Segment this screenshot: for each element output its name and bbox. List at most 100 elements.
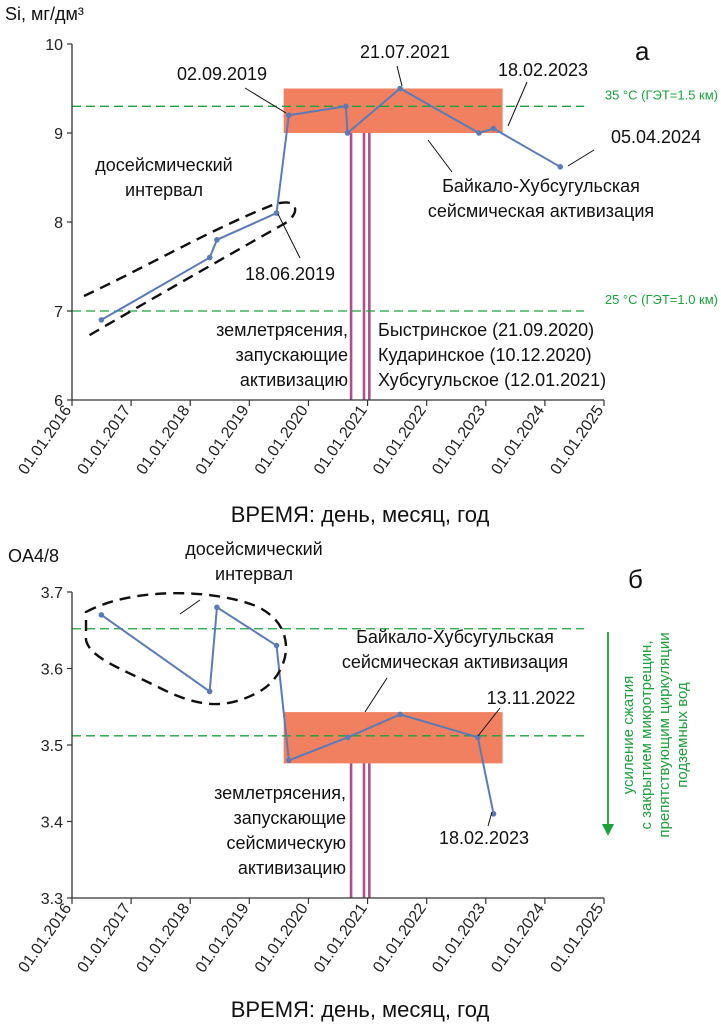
y-tick-label: 3.7 (41, 585, 63, 602)
y-tick-label: 8 (54, 215, 63, 232)
compression-note-line: усиление сжатия (620, 676, 637, 795)
data-point (397, 85, 403, 92)
preseismic-label: интервал (125, 180, 203, 200)
earthquake-name: Быстринское (21.09.2020) (378, 320, 594, 340)
annotation-date: 05.04.2024 (611, 127, 701, 147)
preseismic-label: досейсмический (95, 155, 232, 175)
earthquakes-label: запускающие (236, 345, 348, 365)
earthquakes-label: активизацию (240, 370, 348, 390)
leader-line (487, 811, 493, 827)
x-tick-label: 01.01.2022 (370, 900, 430, 975)
threshold-lines (72, 628, 584, 737)
threshold-label: 35 °C (ГЭТ=1.5 км) (605, 87, 718, 102)
series-line (98, 85, 564, 323)
annotation-date: 18.02.2023 (439, 828, 529, 848)
leader-line (507, 81, 528, 127)
activation-label: сейсмическая активизация (428, 201, 654, 221)
earthquake-name: Кударинское (10.12.2020) (378, 345, 592, 365)
y-tick-label: 9 (54, 126, 63, 143)
y-tick-label: 3.5 (41, 738, 63, 755)
x-tick-label: 01.01.2021 (311, 402, 371, 477)
compression-note: усиление сжатия с закрытием микротрещин,… (620, 632, 691, 837)
y-ticks: 6 7 8 9 10 (45, 37, 72, 410)
data-point (490, 125, 497, 132)
data-point (206, 688, 213, 695)
earthquakes-label: активизацию (238, 858, 346, 878)
earthquake-lines (349, 763, 371, 898)
compression-note-line: с закрытием микротрещин, (638, 641, 655, 830)
earthquake-lines (349, 133, 371, 400)
x-tick-label: 01.01.2024 (488, 402, 548, 477)
x-tick-label: 01.01.2016 (15, 900, 75, 975)
data-point (98, 612, 105, 618)
earthquakes-label: запускающие (234, 808, 346, 828)
earthquake-name: Хубсугульское (12.01.2021) (378, 370, 606, 390)
preseismic-ellipse (83, 201, 297, 338)
data-point (397, 711, 403, 718)
data-point (286, 757, 292, 764)
panel-a: 35 °C (ГЭТ=1.5 км) 25 °C (ГЭТ=1.0 км) 6 7 8… (5, 4, 718, 527)
data-point (476, 130, 482, 136)
x-tick-label: 01.01.2023 (429, 402, 489, 477)
x-tick-label: 01.01.2020 (252, 900, 312, 975)
leader-line (567, 149, 595, 167)
x-tick-label: 01.01.2021 (311, 900, 371, 975)
annotation-date: 18.02.2023 (498, 60, 588, 80)
data-point (206, 254, 213, 261)
panel-label: б (628, 564, 643, 594)
leader-line (396, 65, 403, 87)
y-tick-label: 3.4 (41, 815, 63, 832)
activation-label: сейсмическая активизация (342, 652, 568, 672)
leader-line (244, 87, 287, 114)
annotation-date: 21.07.2021 (360, 42, 450, 62)
threshold-lines: 35 °C (ГЭТ=1.5 км) 25 °C (ГЭТ=1.0 км) (72, 87, 718, 312)
y-tick-label: 7 (54, 304, 63, 321)
data-point (214, 604, 220, 611)
y-tick-label: 3.3 (41, 891, 63, 908)
y-ticks: 3.3 3.4 3.5 3.6 3.7 (41, 585, 72, 908)
data-point (344, 130, 351, 136)
threshold-label: 25 °C (ГЭТ=1.0 км) (605, 292, 718, 307)
x-tick-label: 01.01.2022 (370, 402, 430, 477)
x-axis-label: ВРЕМЯ: день, месяц, год (231, 997, 490, 1022)
data-point (343, 103, 349, 110)
earthquakes-label: сейсмическую (227, 833, 346, 853)
leader-line (364, 677, 388, 713)
x-ticks: 01.01.2016 01.01.2017 01.01.2018 01.01.2019… (15, 898, 607, 976)
data-point (557, 164, 564, 170)
activation-label: Байкало-Хубсугульская (356, 627, 554, 647)
x-tick-label: 01.01.2024 (488, 900, 548, 975)
y-tick-label: 3.6 (41, 662, 63, 679)
y-tick-label: 6 (54, 393, 63, 410)
x-tick-label: 01.01.2025 (547, 402, 607, 477)
activation-label: Байкало-Хубсугульская (442, 176, 640, 196)
data-point (475, 734, 481, 741)
data-point (214, 237, 220, 243)
arrow-down-icon (602, 824, 614, 836)
panel-label: а (635, 36, 650, 66)
data-point (286, 112, 292, 118)
x-tick-label: 01.01.2018 (134, 900, 194, 975)
preseismic-label: досейсмический (185, 539, 322, 559)
data-point (273, 642, 280, 649)
preseismic-ellipse (84, 592, 288, 706)
annotation-date: 18.06.2019 (245, 264, 335, 284)
activation-box (283, 712, 503, 764)
x-axis-label: ВРЕМЯ: день, месяц, год (231, 502, 490, 527)
series-line (98, 604, 497, 817)
compression-note-line: препятствующим циркуляции (656, 632, 673, 837)
annotation-date: 13.11.2022 (487, 688, 576, 708)
leader-line (477, 707, 501, 737)
x-tick-label: 01.01.2018 (134, 402, 194, 477)
data-point (345, 734, 351, 741)
compression-note-line: подземных вод (674, 682, 691, 788)
y-axis-label: Si, мг/дм³ (5, 4, 84, 24)
y-axis-label: OA4/8 (8, 546, 59, 566)
x-tick-label: 01.01.2020 (252, 402, 312, 477)
earthquakes-label: землетрясения, (216, 320, 348, 340)
y-tick-label: 10 (45, 37, 63, 54)
data-point (98, 317, 105, 323)
annotation-date: 02.09.2019 (177, 64, 267, 84)
x-ticks: 01.01.2016 01.01.2017 01.01.2018 01.01.2019… (15, 400, 607, 478)
